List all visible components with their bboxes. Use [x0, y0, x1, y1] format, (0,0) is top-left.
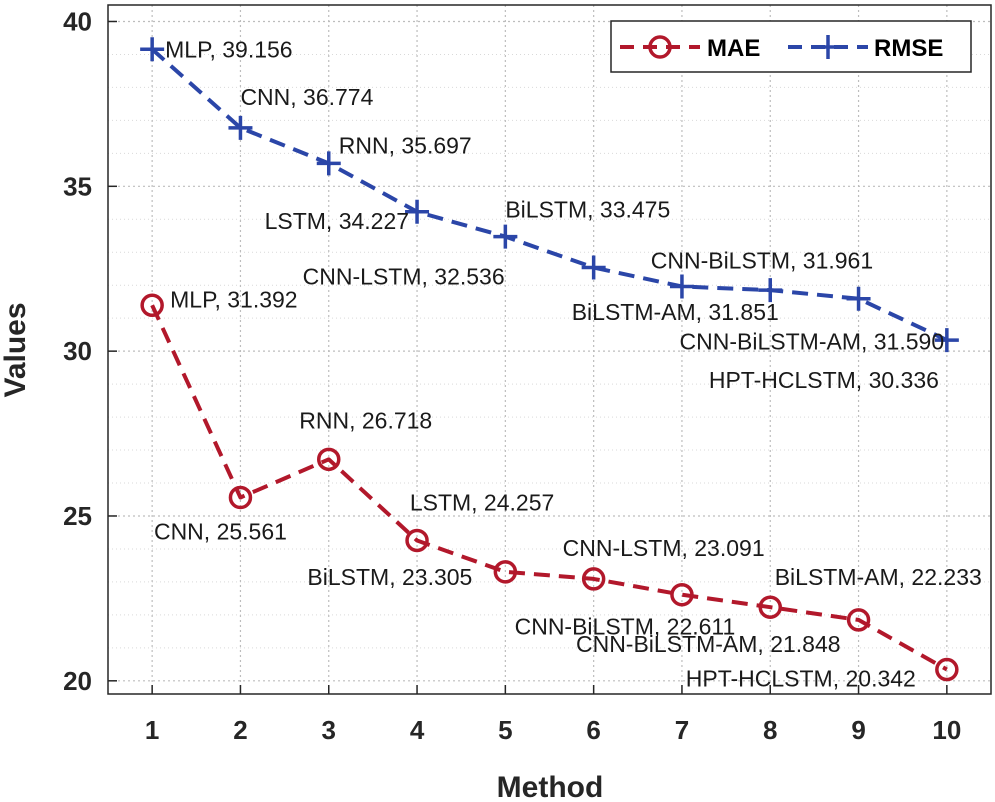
- data-labels: MLP, 31.392 CNN, 25.561 RNN, 26.718 LSTM, 2…: [154, 36, 982, 691]
- marker-mae-6: [581, 567, 606, 591]
- axis-ticks: 20 25 30 35 40 1 2 3 4 5 6 7 8 9 10: [63, 6, 961, 745]
- y-tick-label: 35: [63, 171, 92, 201]
- data-label-mae-8: BiLSTM-AM, 22.233: [775, 564, 982, 590]
- y-tick-label: 30: [63, 336, 92, 366]
- data-label-mae-3: RNN, 26.718: [299, 407, 432, 433]
- data-label-mae-4: LSTM, 24.257: [410, 489, 554, 515]
- data-label-mae-9: CNN-BiLSTM-AM, 21.848: [576, 631, 841, 657]
- marker-mae-9: [846, 608, 871, 632]
- marker-rmse-8: [758, 278, 783, 303]
- x-tick-label: 1: [145, 715, 159, 745]
- legend: MAE RMSE: [610, 20, 972, 73]
- marker-rmse-3: [316, 151, 341, 176]
- marker-rmse-2: [228, 115, 253, 140]
- data-label-rmse-5: BiLSTM, 33.475: [505, 197, 670, 223]
- data-label-rmse-4: LSTM, 34.227: [265, 208, 409, 234]
- series: [140, 37, 959, 682]
- data-label-rmse-3: RNN, 35.697: [339, 132, 472, 158]
- data-label-rmse-7: CNN-BiLSTM, 31.961: [651, 248, 873, 274]
- x-tick-label: 10: [932, 715, 961, 745]
- legend-rmse-marker: [816, 35, 840, 59]
- marker-mae-3: [317, 447, 341, 472]
- data-label-mae-7: CNN-BiLSTM, 22.611: [515, 614, 736, 640]
- legend-mae-label: MAE: [707, 35, 760, 62]
- data-label-rmse-10: HPT-HCLSTM, 30.336: [709, 367, 939, 393]
- data-label-mae-10: HPT-HCLSTM, 20.342: [686, 666, 916, 692]
- marker-mae-8: [758, 595, 782, 619]
- marker-mae-1: [140, 293, 164, 318]
- x-tick-label: 7: [675, 715, 689, 745]
- data-label-mae-5: BiLSTM, 23.305: [307, 564, 472, 590]
- x-axis-label: Method: [497, 771, 604, 802]
- y-axis-label: Values: [0, 302, 32, 397]
- legend-mae-marker: [648, 35, 672, 59]
- legend-rmse-label: RMSE: [874, 35, 943, 62]
- data-label-mae-2: CNN, 25.561: [154, 518, 287, 544]
- marker-rmse-4: [405, 199, 430, 224]
- data-label-rmse-2: CNN, 36.774: [240, 84, 373, 110]
- y-tick-label: 40: [63, 6, 92, 36]
- y-tick-label: 20: [63, 666, 92, 696]
- series-line-mae: [150, 304, 948, 672]
- series-line-rmse: [150, 47, 948, 342]
- data-label-rmse-9: CNN-BiLSTM-AM, 31.590: [680, 329, 945, 355]
- x-tick-label: 8: [763, 715, 777, 745]
- data-label-mae-1: MLP, 31.392: [170, 286, 297, 312]
- marker-mae-10: [935, 657, 959, 682]
- marker-rmse-9: [846, 286, 871, 311]
- marker-mae-2: [228, 485, 253, 510]
- marker-rmse-6: [581, 255, 606, 280]
- marker-rmse-5: [493, 224, 518, 249]
- x-tick-label: 3: [322, 715, 336, 745]
- marker-mae-7: [670, 582, 694, 607]
- x-tick-label: 4: [410, 715, 425, 745]
- x-tick-label: 5: [498, 715, 512, 745]
- y-tick-label: 25: [63, 501, 92, 531]
- marker-rmse-7: [669, 274, 694, 299]
- data-label-rmse-1: MLP, 39.156: [165, 36, 292, 62]
- x-tick-label: 6: [586, 715, 600, 745]
- x-tick-label: 9: [851, 715, 865, 745]
- data-label-mae-6: CNN-LSTM, 23.091: [563, 535, 765, 561]
- marker-rmse-1: [140, 37, 165, 62]
- plot-area-frame: [107, 4, 992, 695]
- x-tick-label: 2: [233, 715, 247, 745]
- data-label-rmse-6: CNN-LSTM, 32.536: [303, 264, 505, 290]
- marker-mae-4: [405, 528, 429, 553]
- data-label-rmse-8: BiLSTM-AM, 31.851: [572, 299, 779, 325]
- marker-mae-5: [493, 560, 518, 584]
- marker-rmse-10: [934, 328, 959, 353]
